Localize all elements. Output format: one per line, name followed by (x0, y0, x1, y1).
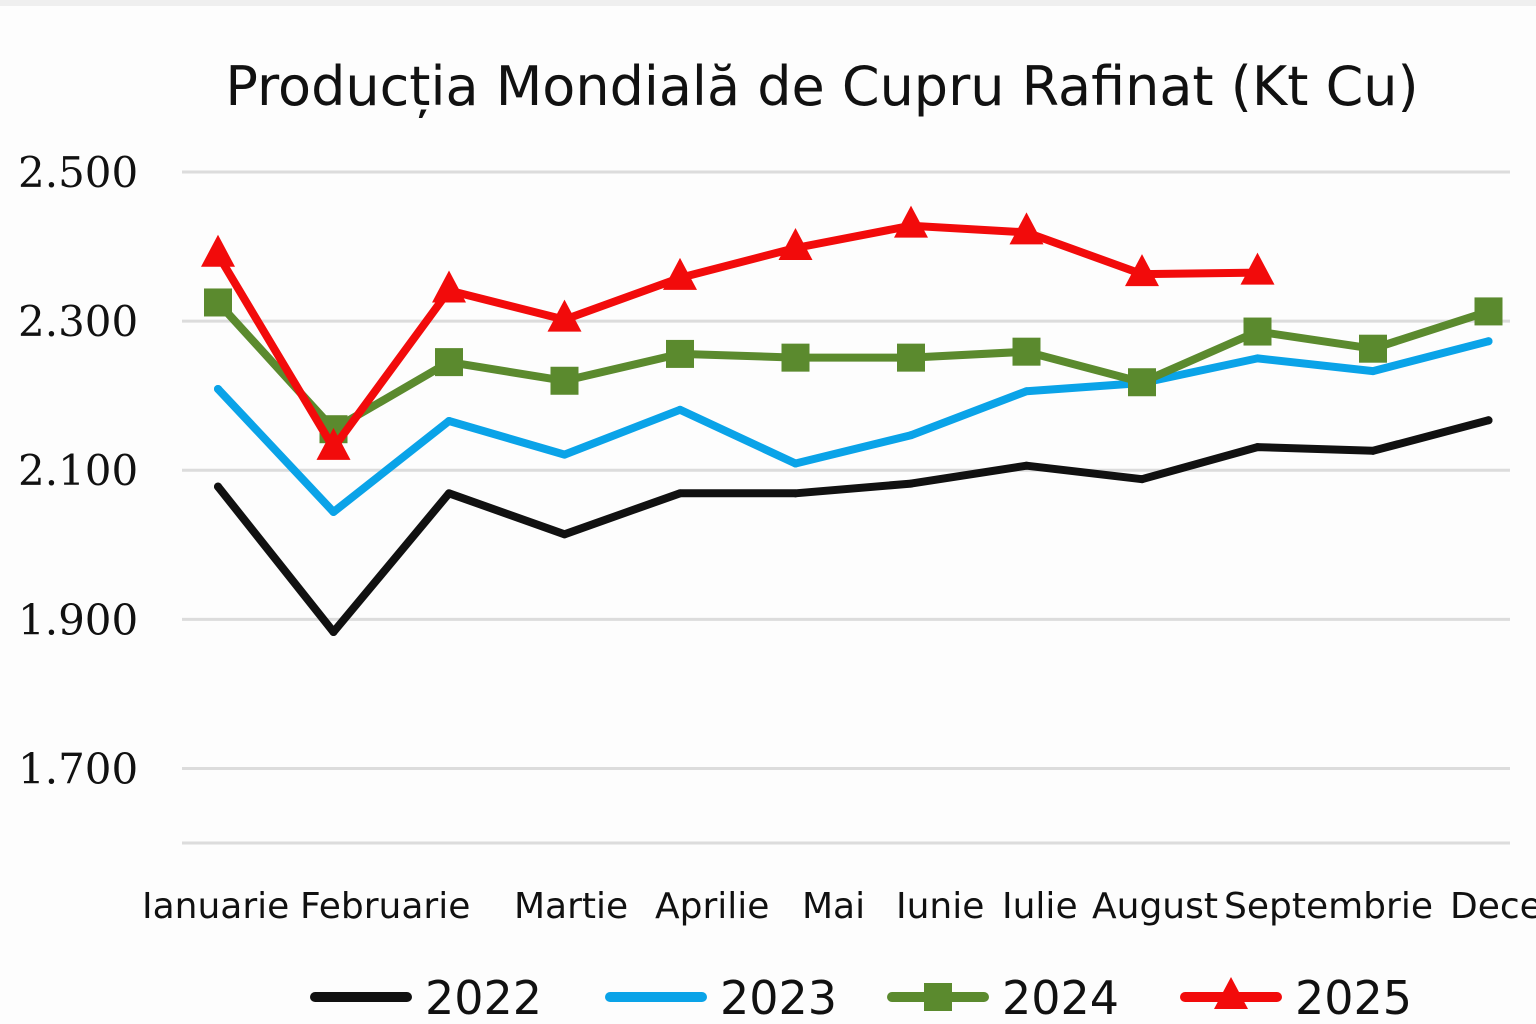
data-point (1369, 367, 1377, 376)
data-point (894, 205, 928, 238)
data-point (1128, 368, 1156, 397)
x-tick-label: Ianuarie (142, 886, 289, 927)
data-point (550, 366, 579, 395)
series-line-2025 (214, 221, 1262, 452)
y-axis-ticks: 2.500 2.300 2.100 1.900 1.700 (18, 148, 138, 793)
data-point (201, 234, 235, 267)
x-tick-label: Iunie (896, 886, 984, 927)
data-point (781, 343, 810, 372)
data-point (1253, 443, 1262, 452)
legend-label: 2024 (1002, 971, 1119, 1024)
legend-item-2022: 2022 (310, 971, 542, 1024)
data-point (214, 384, 222, 393)
data-point (214, 482, 222, 491)
data-point (1484, 416, 1493, 425)
series-line-2023 (214, 337, 1493, 516)
data-point (560, 530, 569, 539)
y-tick-label: 1.900 (18, 595, 138, 644)
y-tick-label: 2.100 (18, 446, 138, 495)
legend-item-2024: 2024 (887, 971, 1119, 1024)
series-line-2022 (214, 416, 1493, 636)
x-axis-ticks: Ianuarie Februarie Martie Aprilie Mai Iunie Iu… (142, 886, 1536, 927)
y-tick-label: 1.700 (18, 744, 138, 793)
data-point (435, 348, 463, 377)
x-tick-label: Septembrie (1224, 886, 1433, 927)
x-tick-label: Februarie (300, 886, 470, 927)
series-2025 (201, 205, 1275, 460)
series-2024 (204, 288, 1503, 444)
series-2022 (214, 416, 1493, 637)
data-point (1243, 317, 1272, 346)
legend-label: 2023 (720, 971, 837, 1024)
data-point (547, 299, 582, 332)
data-point (1369, 446, 1377, 455)
legend-label: 2022 (425, 971, 542, 1024)
legend-marker (924, 983, 952, 1011)
chart-title: Producția Mondială de Cupru Rafinat (Kt … (225, 55, 1418, 118)
data-point (560, 450, 569, 459)
data-point (329, 628, 338, 637)
legend-item-2023: 2023 (605, 971, 837, 1024)
series-line-2024 (214, 298, 1493, 434)
data-point (329, 507, 338, 516)
data-point (907, 479, 915, 488)
data-point (1022, 461, 1031, 470)
data-point (1022, 387, 1031, 396)
legend-label: 2025 (1295, 971, 1412, 1024)
data-point (907, 431, 915, 440)
data-point (791, 459, 800, 468)
top-border (0, 0, 1536, 6)
series-layer (201, 205, 1503, 637)
data-point (1253, 354, 1262, 363)
y-tick-label: 2.300 (18, 297, 138, 346)
data-point (676, 489, 684, 498)
data-point (1125, 254, 1159, 287)
x-tick-label: Iulie (1002, 886, 1078, 927)
x-tick-label: Dece (1450, 886, 1536, 927)
data-point (316, 427, 351, 460)
grid-layer (182, 170, 1510, 845)
legend-item-2025: 2025 (1180, 971, 1412, 1024)
x-tick-label: August (1092, 886, 1218, 927)
data-point (204, 288, 232, 317)
x-tick-label: Martie (514, 886, 628, 927)
data-point (663, 257, 697, 290)
legend: 2022 2023 2024 2025 (310, 971, 1412, 1024)
data-point (1138, 475, 1146, 484)
y-tick-label: 2.500 (18, 148, 138, 197)
data-point (666, 339, 694, 368)
x-tick-label: Mai (802, 886, 865, 927)
data-point (1009, 212, 1044, 245)
data-point (445, 489, 453, 498)
data-point (897, 343, 925, 372)
data-point (778, 228, 813, 261)
data-point (791, 489, 800, 498)
data-point (676, 405, 684, 414)
x-tick-label: Aprilie (655, 886, 769, 927)
data-point (1484, 337, 1493, 346)
data-point (1359, 334, 1387, 363)
data-point (1474, 297, 1503, 326)
data-point (432, 270, 466, 303)
data-point (445, 417, 453, 426)
data-point (1012, 337, 1041, 366)
data-point (1240, 252, 1275, 285)
legend-marker (1214, 977, 1248, 1009)
series-2023 (214, 337, 1493, 516)
